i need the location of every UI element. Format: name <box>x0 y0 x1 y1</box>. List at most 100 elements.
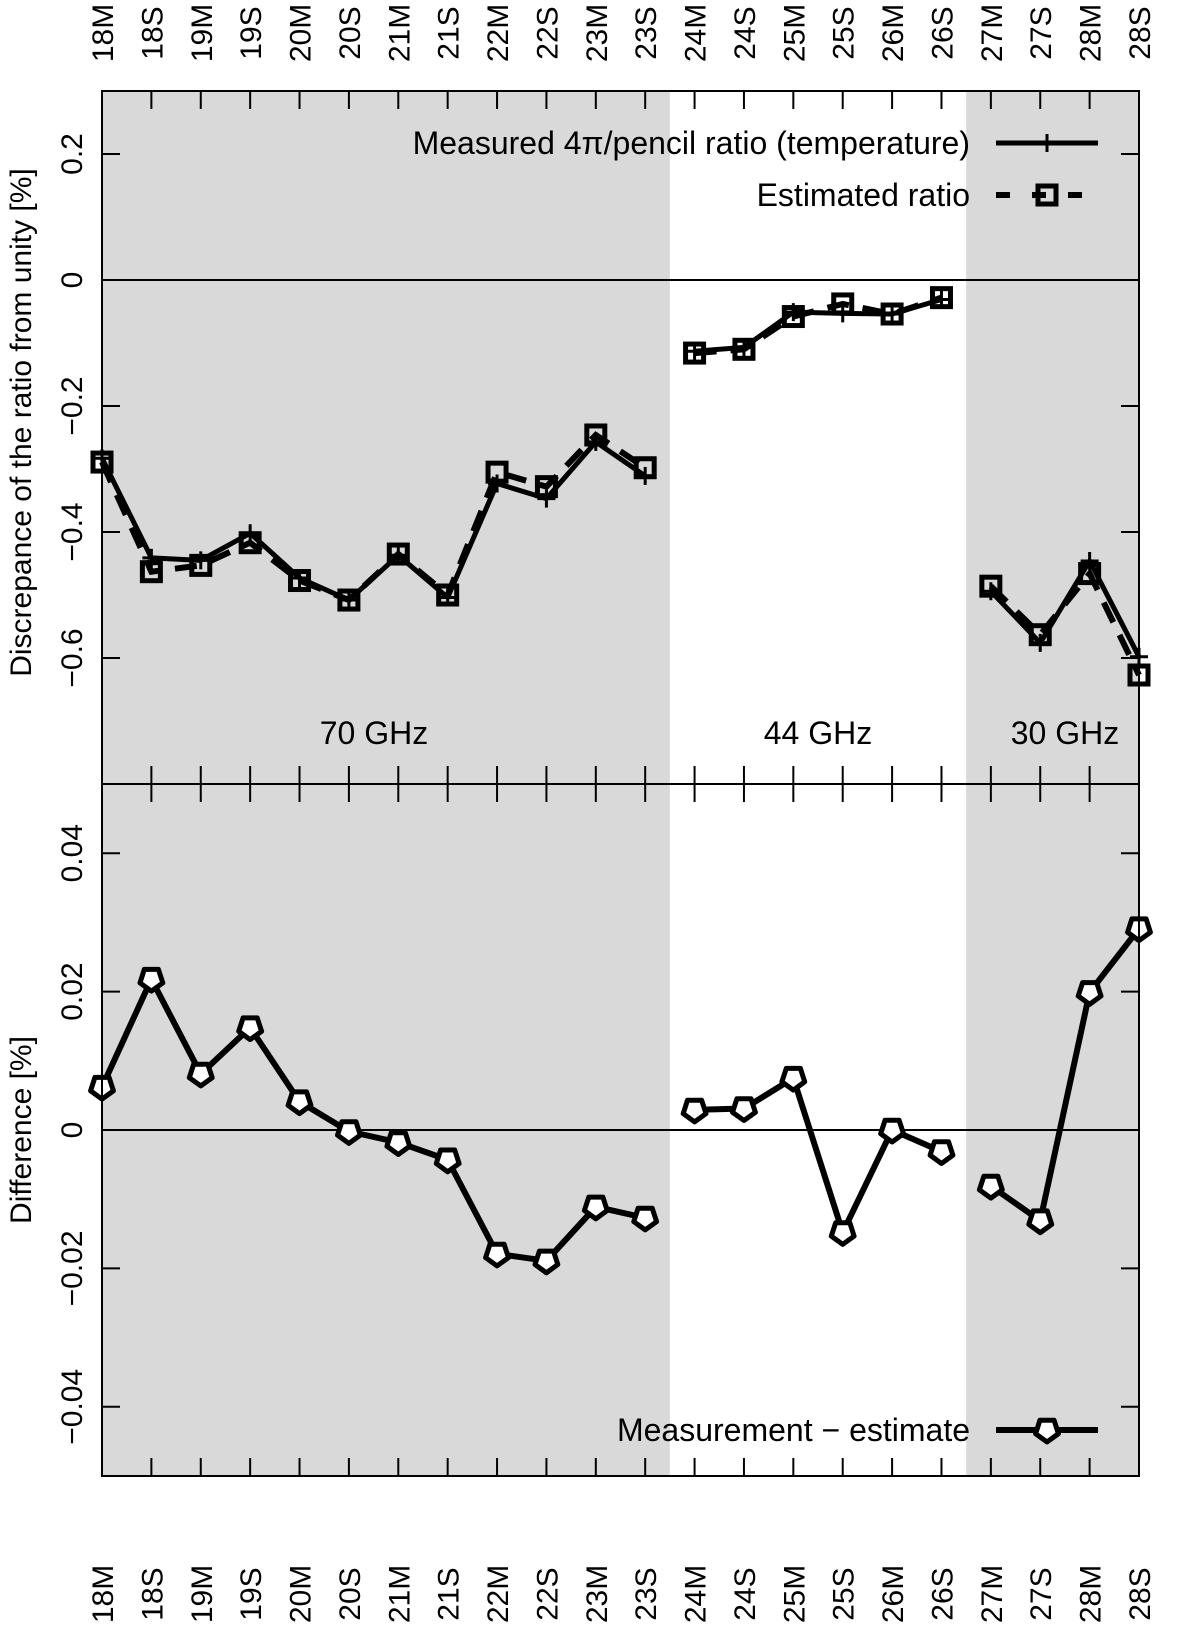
x-tick-label-bottom-28M: 28M <box>1075 1565 1108 1623</box>
y-tick-label-bottom-2: 0 <box>56 1122 89 1139</box>
y-tick-label-top-4: 0.2 <box>56 133 89 175</box>
tick-labels: 18M 18M 18S 18S 19M 19M 19S 19S 20M 20M 20S 20S 21M 2… <box>56 4 1157 1623</box>
x-tick-label-bottom-19S: 19S <box>235 1567 268 1620</box>
x-tick-label-top-18M: 18M <box>87 4 120 62</box>
x-tick-label-bottom-25M: 25M <box>778 1565 811 1623</box>
measured-ratio-point-26S <box>932 290 951 309</box>
x-tick-label-top-27M: 27M <box>976 4 1009 62</box>
difference-point-23S <box>631 1205 660 1233</box>
measured-ratio-point-21M <box>389 546 408 565</box>
difference-point-20M <box>285 1089 314 1117</box>
band-label-2: 30 GHz <box>1011 715 1119 751</box>
x-tick-label-top-23S: 23S <box>630 6 663 59</box>
measured-ratio-point-28M <box>1080 551 1099 570</box>
measured-ratio-point-24S <box>734 338 753 357</box>
difference-point-20S <box>335 1119 363 1146</box>
shaded-band-top-0 <box>102 91 670 784</box>
x-tick-label-top-24M: 24M <box>680 4 713 62</box>
bottom-y-axis-title: Difference [%] <box>5 1036 38 1224</box>
legend-label-estimated: Estimated ratio <box>757 177 970 213</box>
x-tick-label-top-19S: 19S <box>235 6 268 59</box>
x-tick-label-top-20S: 20S <box>334 6 367 59</box>
x-tick-label-bottom-26S: 26S <box>926 1567 959 1620</box>
x-tick-label-top-24S: 24S <box>729 6 762 59</box>
difference-point-26S <box>927 1139 956 1166</box>
measured-ratio-point-19S <box>241 524 260 543</box>
x-tick-label-top-28M: 28M <box>1075 4 1108 62</box>
x-tick-label-bottom-28S: 28S <box>1124 1567 1157 1620</box>
measured-ratio-point-26M <box>883 305 902 324</box>
legends: Measured 4π/pencil ratio (temperature) Es… <box>413 125 1098 1448</box>
difference-line-2 <box>989 926 1142 1224</box>
measured-ratio-point-20M <box>290 568 309 587</box>
measured-ratio-point-27S <box>1031 633 1050 652</box>
x-tick-label-bottom-21M: 21M <box>383 1565 416 1623</box>
measured-ratio-point-20S <box>339 591 358 610</box>
x-tick-label-bottom-22M: 22M <box>482 1565 515 1623</box>
difference-point-23M <box>581 1194 610 1222</box>
x-tick-label-bottom-23M: 23M <box>581 1565 614 1623</box>
legend-marker-measured <box>1038 134 1056 152</box>
difference-point-18S <box>137 966 166 994</box>
difference-point-21S <box>433 1147 462 1175</box>
difference-point-22M <box>483 1241 511 1269</box>
x-tick-label-bottom-24S: 24S <box>729 1567 762 1620</box>
x-tick-label-top-18S: 18S <box>136 6 169 59</box>
legend-label-measured: Measured 4π/pencil ratio (temperature) <box>413 125 970 161</box>
y-tick-label-top-1: −0.4 <box>56 502 89 561</box>
measured-ratio-point-23M <box>586 432 605 451</box>
top-panel-series <box>90 286 1151 687</box>
y-tick-label-bottom-1: −0.02 <box>56 1230 89 1306</box>
band-label-1: 44 GHz <box>764 715 872 751</box>
measured-ratio-line-2 <box>989 558 1142 658</box>
x-tick-label-bottom-21S: 21S <box>433 1567 466 1620</box>
x-tick-label-bottom-19M: 19M <box>186 1565 219 1623</box>
difference-point-27S <box>1026 1208 1055 1236</box>
x-tick-label-bottom-25S: 25S <box>828 1567 861 1620</box>
x-tick-label-top-28S: 28S <box>1124 6 1157 59</box>
x-tick-label-bottom-26M: 26M <box>877 1565 910 1623</box>
top-y-axis-title: Discrepance of the ratio from unity [%] <box>5 168 38 677</box>
difference-point-22S <box>532 1248 561 1276</box>
x-tick-label-bottom-18S: 18S <box>136 1567 169 1620</box>
axis-ticks <box>101 91 1140 1476</box>
x-tick-label-top-23M: 23M <box>581 4 614 62</box>
x-tick-label-bottom-18M: 18M <box>87 1565 120 1623</box>
x-tick-label-bottom-22S: 22S <box>531 1567 564 1620</box>
band-label-0: 70 GHz <box>320 715 428 751</box>
x-tick-label-bottom-24M: 24M <box>680 1565 713 1623</box>
measured-ratio-point-22M <box>488 474 507 493</box>
measured-ratio-point-22S <box>537 489 556 508</box>
measured-ratio-point-25M <box>784 303 803 322</box>
difference-point-21M <box>384 1130 413 1157</box>
difference-point-25S <box>828 1220 857 1247</box>
legend-marker-estimated <box>1035 183 1059 207</box>
x-tick-label-top-20M: 20M <box>285 4 318 62</box>
measured-ratio-point-27M <box>981 582 1000 601</box>
difference-line-1 <box>694 1075 943 1236</box>
x-tick-label-top-21M: 21M <box>383 4 416 62</box>
frequency-bands-top <box>102 91 1139 784</box>
difference-point-27M <box>976 1173 1005 1201</box>
y-tick-label-bottom-0: −0.04 <box>56 1369 89 1445</box>
x-tick-label-top-21S: 21S <box>433 6 466 59</box>
x-tick-label-top-25S: 25S <box>828 6 861 59</box>
measured-ratio-point-21S <box>438 588 457 607</box>
difference-point-24M <box>680 1097 709 1125</box>
x-tick-label-top-22S: 22S <box>531 6 564 59</box>
y-tick-label-top-0: −0.6 <box>56 628 89 687</box>
y-tick-label-top-2: −0.2 <box>56 376 89 435</box>
x-tick-label-top-26M: 26M <box>877 4 910 62</box>
shaded-band-top-2 <box>966 91 1139 784</box>
difference-point-26M <box>878 1117 906 1145</box>
zero-lines <box>102 279 1139 1131</box>
legend-label-difference: Measurement − estimate <box>617 1412 970 1448</box>
x-tick-label-bottom-27S: 27S <box>1025 1567 1058 1620</box>
x-tick-label-top-27S: 27S <box>1025 6 1058 59</box>
y-tick-label-bottom-3: 0.02 <box>56 962 89 1020</box>
y-tick-label-bottom-4: 0.04 <box>56 824 89 882</box>
x-tick-label-bottom-23S: 23S <box>630 1567 663 1620</box>
difference-point-24S <box>730 1096 758 1123</box>
difference-point-28M <box>1075 980 1104 1007</box>
